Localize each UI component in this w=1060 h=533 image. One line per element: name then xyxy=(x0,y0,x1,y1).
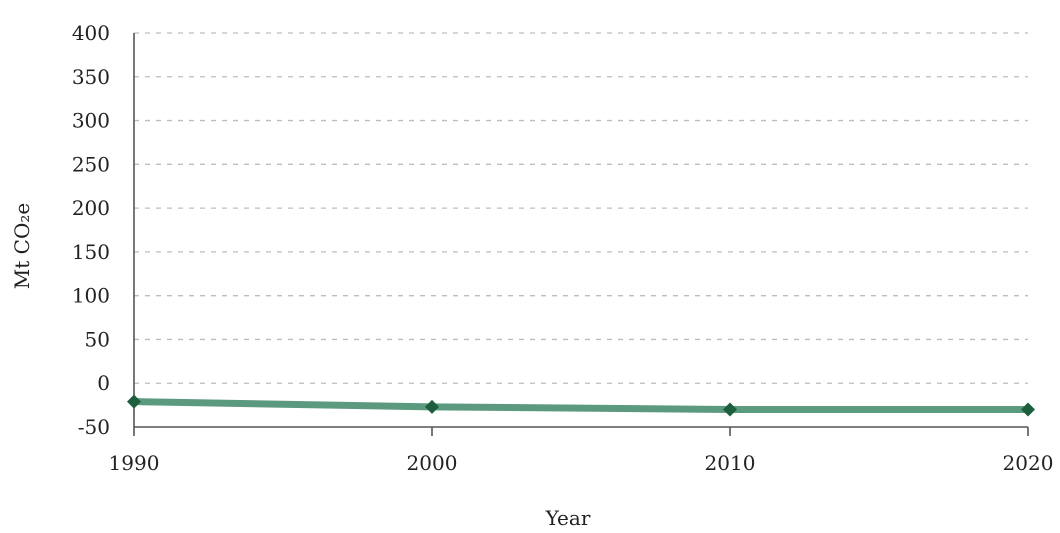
x-tick-label: 2000 xyxy=(407,451,458,475)
y-tick-label: 100 xyxy=(72,284,110,308)
x-axis-ticks: 1990 2000 2010 2020 xyxy=(109,427,1054,475)
y-tick-label: 400 xyxy=(72,21,110,45)
data-point-marker xyxy=(425,399,439,414)
y-tick-label: 250 xyxy=(72,152,110,176)
y-tick-label: 150 xyxy=(72,240,110,264)
x-tick-label: 1990 xyxy=(109,451,160,475)
x-tick-label: 2010 xyxy=(705,451,756,475)
data-point-marker xyxy=(127,394,141,409)
data-point-marker xyxy=(1021,402,1035,417)
y-tick-label: 350 xyxy=(72,65,110,89)
axes xyxy=(133,33,1028,428)
y-tick-label: -50 xyxy=(78,415,110,439)
y-tick-label: 300 xyxy=(72,109,110,133)
y-axis-ticks: -50 0 50 100 150 200 250 300 350 400 xyxy=(72,21,110,439)
y-axis-title: Mt CO₂e xyxy=(10,203,34,289)
y-tick-label: 50 xyxy=(85,327,110,351)
y-tick-label: 0 xyxy=(97,371,110,395)
series-group xyxy=(127,394,1035,417)
gridlines xyxy=(134,32,1028,384)
data-point-marker xyxy=(723,402,737,417)
x-tick-label: 2020 xyxy=(1003,451,1054,475)
y-tick-label: 200 xyxy=(72,196,110,220)
series-line xyxy=(133,398,1028,413)
x-axis-title: Year xyxy=(545,506,591,530)
